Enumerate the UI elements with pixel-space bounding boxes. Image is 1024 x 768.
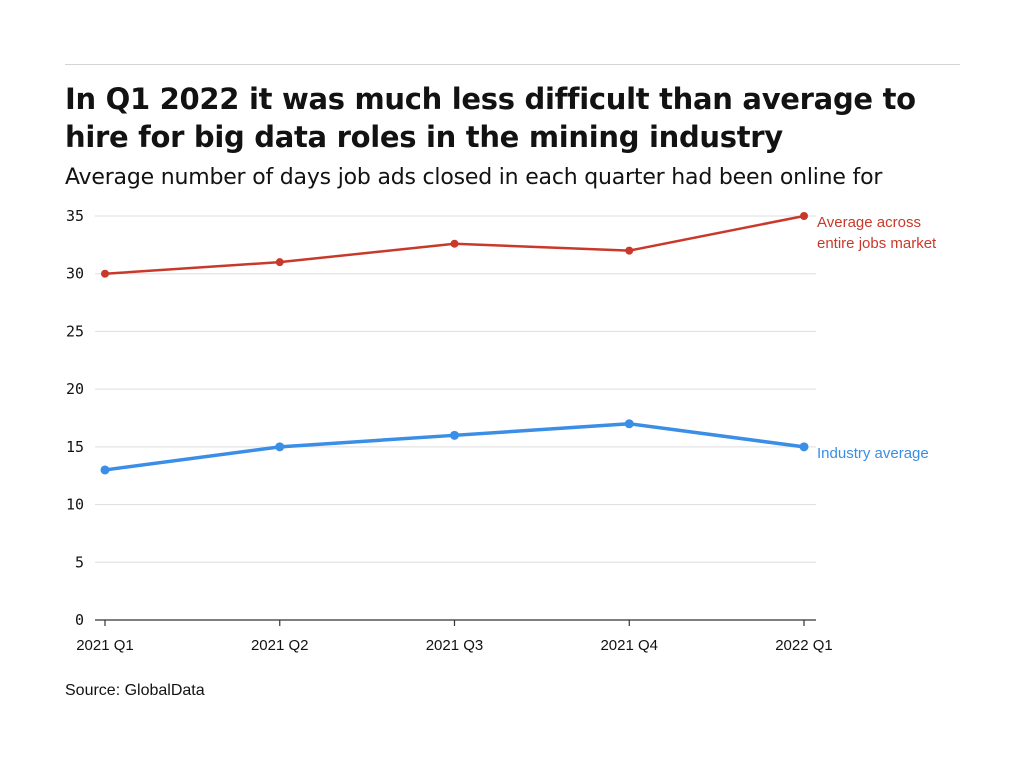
top-divider — [65, 64, 960, 65]
data-point — [800, 212, 808, 220]
data-point — [799, 442, 809, 452]
data-point — [275, 442, 285, 452]
y-tick-label: 10 — [66, 496, 84, 514]
data-point — [624, 419, 634, 429]
source-note: Source: GlobalData — [65, 682, 205, 699]
y-tick-label: 20 — [66, 380, 84, 398]
x-tick-label: 2021 Q2 — [251, 637, 309, 654]
y-tick-label: 35 — [66, 207, 84, 225]
data-point — [625, 246, 634, 255]
data-point — [450, 430, 459, 440]
series-labels: Average across entire jobs market Industry… — [817, 214, 937, 462]
y-tick-label: 0 — [75, 611, 84, 629]
series-label: entire jobs market — [817, 235, 937, 252]
x-tick-label: 2021 Q4 — [600, 637, 658, 654]
chart-title: In Q1 2022 it was much less difficult th… — [65, 82, 916, 154]
series-label: Average across — [817, 214, 921, 231]
x-tick-label: 2022 Q1 — [775, 637, 833, 654]
series-lines — [100, 212, 809, 475]
y-tick-label: 5 — [75, 553, 84, 571]
data-point — [101, 269, 109, 278]
chart-subtitle: Average number of days job ads closed in… — [65, 165, 883, 190]
data-point — [450, 239, 459, 248]
y-axis-ticks: 0 5 10 15 20 25 30 35 — [66, 207, 84, 629]
gridlines — [95, 215, 816, 563]
data-point — [100, 465, 110, 475]
data-point — [275, 258, 284, 267]
x-tick-label: 2021 Q3 — [426, 637, 484, 654]
y-tick-label: 25 — [66, 322, 84, 340]
x-axis: 2021 Q1 2021 Q2 2021 Q3 2021 Q4 2022 Q1 — [76, 619, 833, 654]
x-tick-label: 2021 Q1 — [76, 637, 134, 654]
y-tick-label: 30 — [66, 265, 84, 283]
series-label: Industry average — [817, 445, 929, 462]
y-tick-label: 15 — [66, 438, 84, 456]
